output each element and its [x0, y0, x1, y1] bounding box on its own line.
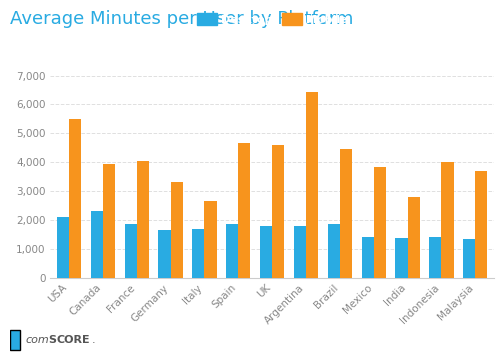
Bar	[260, 226, 272, 278]
Bar	[170, 182, 183, 278]
Bar	[340, 149, 352, 278]
Bar	[192, 229, 205, 278]
Text: com: com	[25, 335, 49, 345]
Bar	[396, 238, 408, 278]
Text: S: S	[48, 335, 56, 345]
Text: .: .	[92, 335, 96, 345]
Bar	[374, 167, 386, 278]
Bar	[429, 237, 442, 278]
Bar	[361, 237, 374, 278]
Bar	[442, 162, 454, 278]
Bar	[158, 230, 170, 278]
Bar	[328, 224, 340, 278]
Bar	[272, 145, 284, 278]
Bar	[238, 143, 250, 278]
Bar	[57, 217, 69, 278]
Bar	[137, 161, 149, 278]
Legend: Desktop, Mobile: Desktop, Mobile	[194, 10, 351, 28]
Text: CORE: CORE	[56, 335, 90, 345]
Bar	[205, 201, 217, 278]
Bar	[226, 224, 238, 278]
Bar	[306, 91, 318, 278]
Bar	[124, 224, 137, 278]
Bar	[294, 226, 306, 278]
Bar	[91, 211, 103, 278]
Bar	[463, 239, 475, 278]
Text: Average Minutes per User by Platform: Average Minutes per User by Platform	[10, 10, 353, 27]
Bar	[475, 171, 487, 278]
Bar	[69, 119, 81, 278]
Bar	[103, 164, 115, 278]
FancyBboxPatch shape	[10, 330, 20, 350]
Bar	[408, 197, 420, 278]
